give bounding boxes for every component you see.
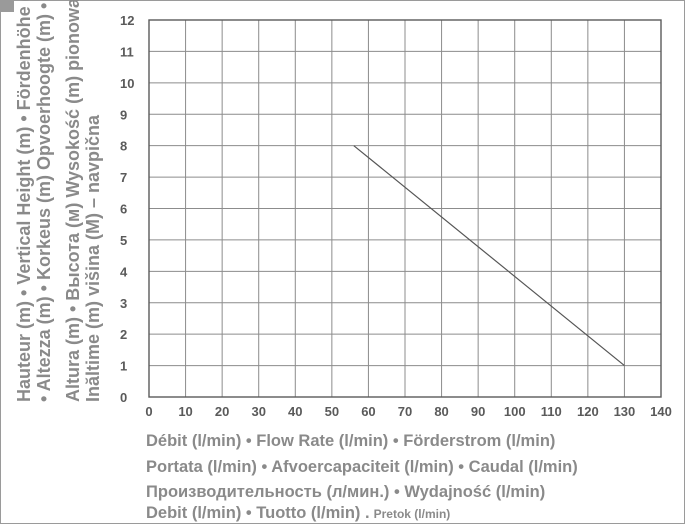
y-tick-label-11: 11 (120, 44, 134, 59)
y-tick-label-12: 12 (120, 13, 134, 28)
x-tick-labels: 0 10 20 30 40 50 60 70 80 90 100 110 120 130 140 (145, 404, 671, 419)
y-tick-label-8: 8 (120, 139, 127, 154)
y-axis-title-line-1: Hauteur (m) • Vertical Height (m) • Förd… (14, 0, 34, 402)
plot-border (148, 19, 662, 398)
x-tick-label-90: 90 (471, 404, 485, 419)
y-axis-title-line-4: Inăltime (m) višina (M) – navpična (83, 114, 103, 402)
y-tick-label-4: 4 (120, 264, 128, 279)
series-group (353, 145, 625, 367)
x-axis-title-line-1: Débit (l/min) • Flow Rate (l/min) • Förd… (146, 432, 555, 450)
x-tick-label-100: 100 (504, 404, 526, 419)
x-tick-label-110: 110 (541, 404, 562, 419)
y-tick-label-7: 7 (120, 170, 127, 185)
x-tick-label-70: 70 (398, 404, 412, 419)
x-tick-label-10: 10 (178, 404, 192, 419)
x-axis-title-line-4-small: Pretok (l/min) (374, 507, 451, 521)
y-tick-label-2: 2 (120, 327, 127, 342)
x-axis-title-line-3: Производительность (л/мин.) • Wydajność … (146, 483, 545, 501)
y-tick-label-9: 9 (120, 107, 127, 122)
x-tick-label-20: 20 (215, 404, 229, 419)
x-tick-label-80: 80 (434, 404, 448, 419)
series-line-0 (353, 145, 625, 367)
y-tick-label-6: 6 (120, 202, 127, 217)
grid (148, 19, 662, 398)
x-axis-title: Débit (l/min) • Flow Rate (l/min) • Förd… (146, 432, 578, 522)
y-axis-title: Hauteur (m) • Vertical Height (m) • Förd… (14, 0, 103, 402)
x-tick-label-40: 40 (288, 404, 302, 419)
x-tick-label-120: 120 (577, 404, 599, 419)
y-tick-label-3: 3 (120, 296, 127, 311)
x-tick-label-140: 140 (650, 404, 672, 419)
y-tick-label-5: 5 (120, 233, 127, 248)
x-tick-label-50: 50 (325, 404, 339, 419)
y-tick-label-10: 10 (120, 76, 134, 91)
x-axis-title-line-4-main: Debit (l/min) • Tuotto (l/min) . (146, 504, 370, 522)
x-axis-title-line-2: Portata (l/min) • Afvoercapaciteit (l/mi… (146, 458, 578, 476)
y-tick-label-0: 0 (120, 390, 127, 405)
y-axis-title-line-3: Altura (m) • Высота (м) Wysokość (m) pio… (63, 0, 83, 402)
x-axis-title-line-4: Debit (l/min) • Tuotto (l/min) . Pretok (… (146, 504, 450, 522)
y-tick-label-1: 1 (120, 359, 127, 374)
corner-tab (0, 0, 14, 12)
x-tick-label-130: 130 (614, 404, 636, 419)
y-axis-title-line-2: • Altezza (m) • Korkeus (m) Opvoerhoogte… (34, 3, 54, 402)
x-tick-label-60: 60 (361, 404, 375, 419)
x-tick-label-0: 0 (145, 404, 152, 419)
x-tick-label-30: 30 (251, 404, 265, 419)
